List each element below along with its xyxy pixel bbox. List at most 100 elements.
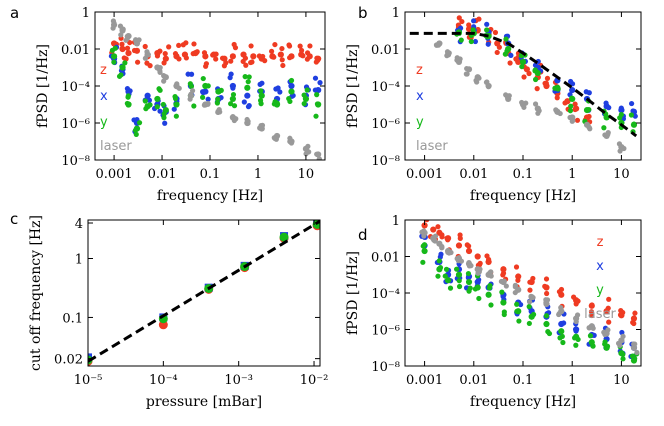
x-point xyxy=(606,105,612,111)
x-point xyxy=(162,120,168,126)
y-point xyxy=(154,104,160,110)
laser-point xyxy=(474,79,480,85)
z-point xyxy=(162,55,169,62)
y-point xyxy=(258,92,265,99)
z-point xyxy=(221,63,227,69)
laser-point xyxy=(553,107,559,113)
z-point xyxy=(248,43,254,49)
z-point xyxy=(279,45,285,52)
z-point xyxy=(554,95,560,101)
laser-point xyxy=(157,69,163,75)
y-point xyxy=(133,131,139,138)
x-tick-label: 10⁻⁴ xyxy=(149,373,178,388)
y-point xyxy=(543,320,550,328)
y-point xyxy=(173,101,180,108)
y-point xyxy=(230,91,237,98)
y-point xyxy=(160,101,166,108)
z-point xyxy=(459,18,465,25)
z-point xyxy=(527,279,533,285)
laser-point xyxy=(454,57,460,63)
x-axis-label: frequency [Hz] xyxy=(470,394,576,410)
z-point xyxy=(496,44,502,50)
y-point xyxy=(575,336,581,343)
laser-point xyxy=(590,325,596,331)
laser-point xyxy=(244,116,250,123)
z-point xyxy=(279,57,285,63)
x-point xyxy=(630,108,636,114)
y-point xyxy=(476,295,482,302)
y-point xyxy=(468,38,474,45)
z-point xyxy=(213,56,219,62)
laser-point xyxy=(435,42,442,48)
y-point xyxy=(526,320,532,327)
y-point xyxy=(420,243,426,249)
x-point xyxy=(259,80,265,86)
x-tick-label: 0.01 xyxy=(459,373,488,388)
x-tick-label: 0.01 xyxy=(148,167,177,182)
y-tick-label: 0.02 xyxy=(54,353,83,368)
z-point xyxy=(589,302,595,308)
legend-y: y xyxy=(416,115,424,130)
laser-point xyxy=(145,52,151,58)
y-point xyxy=(443,266,450,272)
panel-label: b xyxy=(358,4,368,22)
z-point xyxy=(466,22,472,28)
x-point xyxy=(484,21,490,27)
z-point xyxy=(455,242,463,249)
x-tick-label: 10 xyxy=(613,167,630,182)
y-point xyxy=(244,84,251,91)
x-point xyxy=(471,18,477,24)
y-point xyxy=(143,106,149,112)
x-point xyxy=(312,75,319,81)
legend-y: y xyxy=(100,115,108,130)
x-tick-label: 10⁻³ xyxy=(224,373,253,388)
y-point xyxy=(231,103,238,109)
laser-point xyxy=(110,25,116,31)
y-point xyxy=(557,335,563,341)
y-point xyxy=(124,100,130,107)
y-point xyxy=(447,285,454,291)
laser-point xyxy=(466,263,473,269)
laser-point xyxy=(431,237,437,243)
z-point xyxy=(515,277,521,283)
y-point xyxy=(567,108,574,114)
x-point xyxy=(500,293,506,300)
laser-point xyxy=(557,110,563,117)
x-point xyxy=(561,320,567,326)
laser-point xyxy=(136,37,142,43)
z-point xyxy=(242,55,249,61)
z-point xyxy=(632,310,638,316)
laser-point xyxy=(446,50,452,56)
y-tick-label: 10⁻⁸ xyxy=(371,154,400,169)
z-point xyxy=(131,47,138,54)
y-point xyxy=(514,301,520,307)
y-point xyxy=(301,92,307,98)
z-point xyxy=(271,54,277,60)
z-point xyxy=(162,51,168,57)
laser-point xyxy=(118,32,124,38)
z-point xyxy=(544,75,551,81)
x-tick-label: 1 xyxy=(568,167,576,182)
z-point xyxy=(507,60,513,66)
z-point xyxy=(231,41,237,48)
z-point xyxy=(466,248,472,254)
panel-d: 0.001 0.01 0.1 1 10 1 0.01 10⁻⁴ 10⁻⁶ 10⁻⁸ frequenc… xyxy=(345,214,642,410)
y-point xyxy=(154,95,161,103)
z-point xyxy=(606,296,612,302)
laser-point xyxy=(287,135,293,141)
z-point xyxy=(314,55,320,61)
x-tick-label: 1 xyxy=(254,167,262,182)
x-tick-label: 0.001 xyxy=(406,167,443,182)
x-point xyxy=(573,326,579,332)
z-point xyxy=(542,283,548,289)
z-point xyxy=(631,320,637,327)
y-point xyxy=(200,75,206,82)
x-point xyxy=(472,38,479,45)
y-point xyxy=(304,87,310,93)
z-point xyxy=(456,15,462,21)
z-point xyxy=(574,117,581,123)
z-point xyxy=(307,43,313,49)
z-point xyxy=(124,45,131,51)
y-point xyxy=(245,79,251,85)
y-point xyxy=(516,318,522,324)
